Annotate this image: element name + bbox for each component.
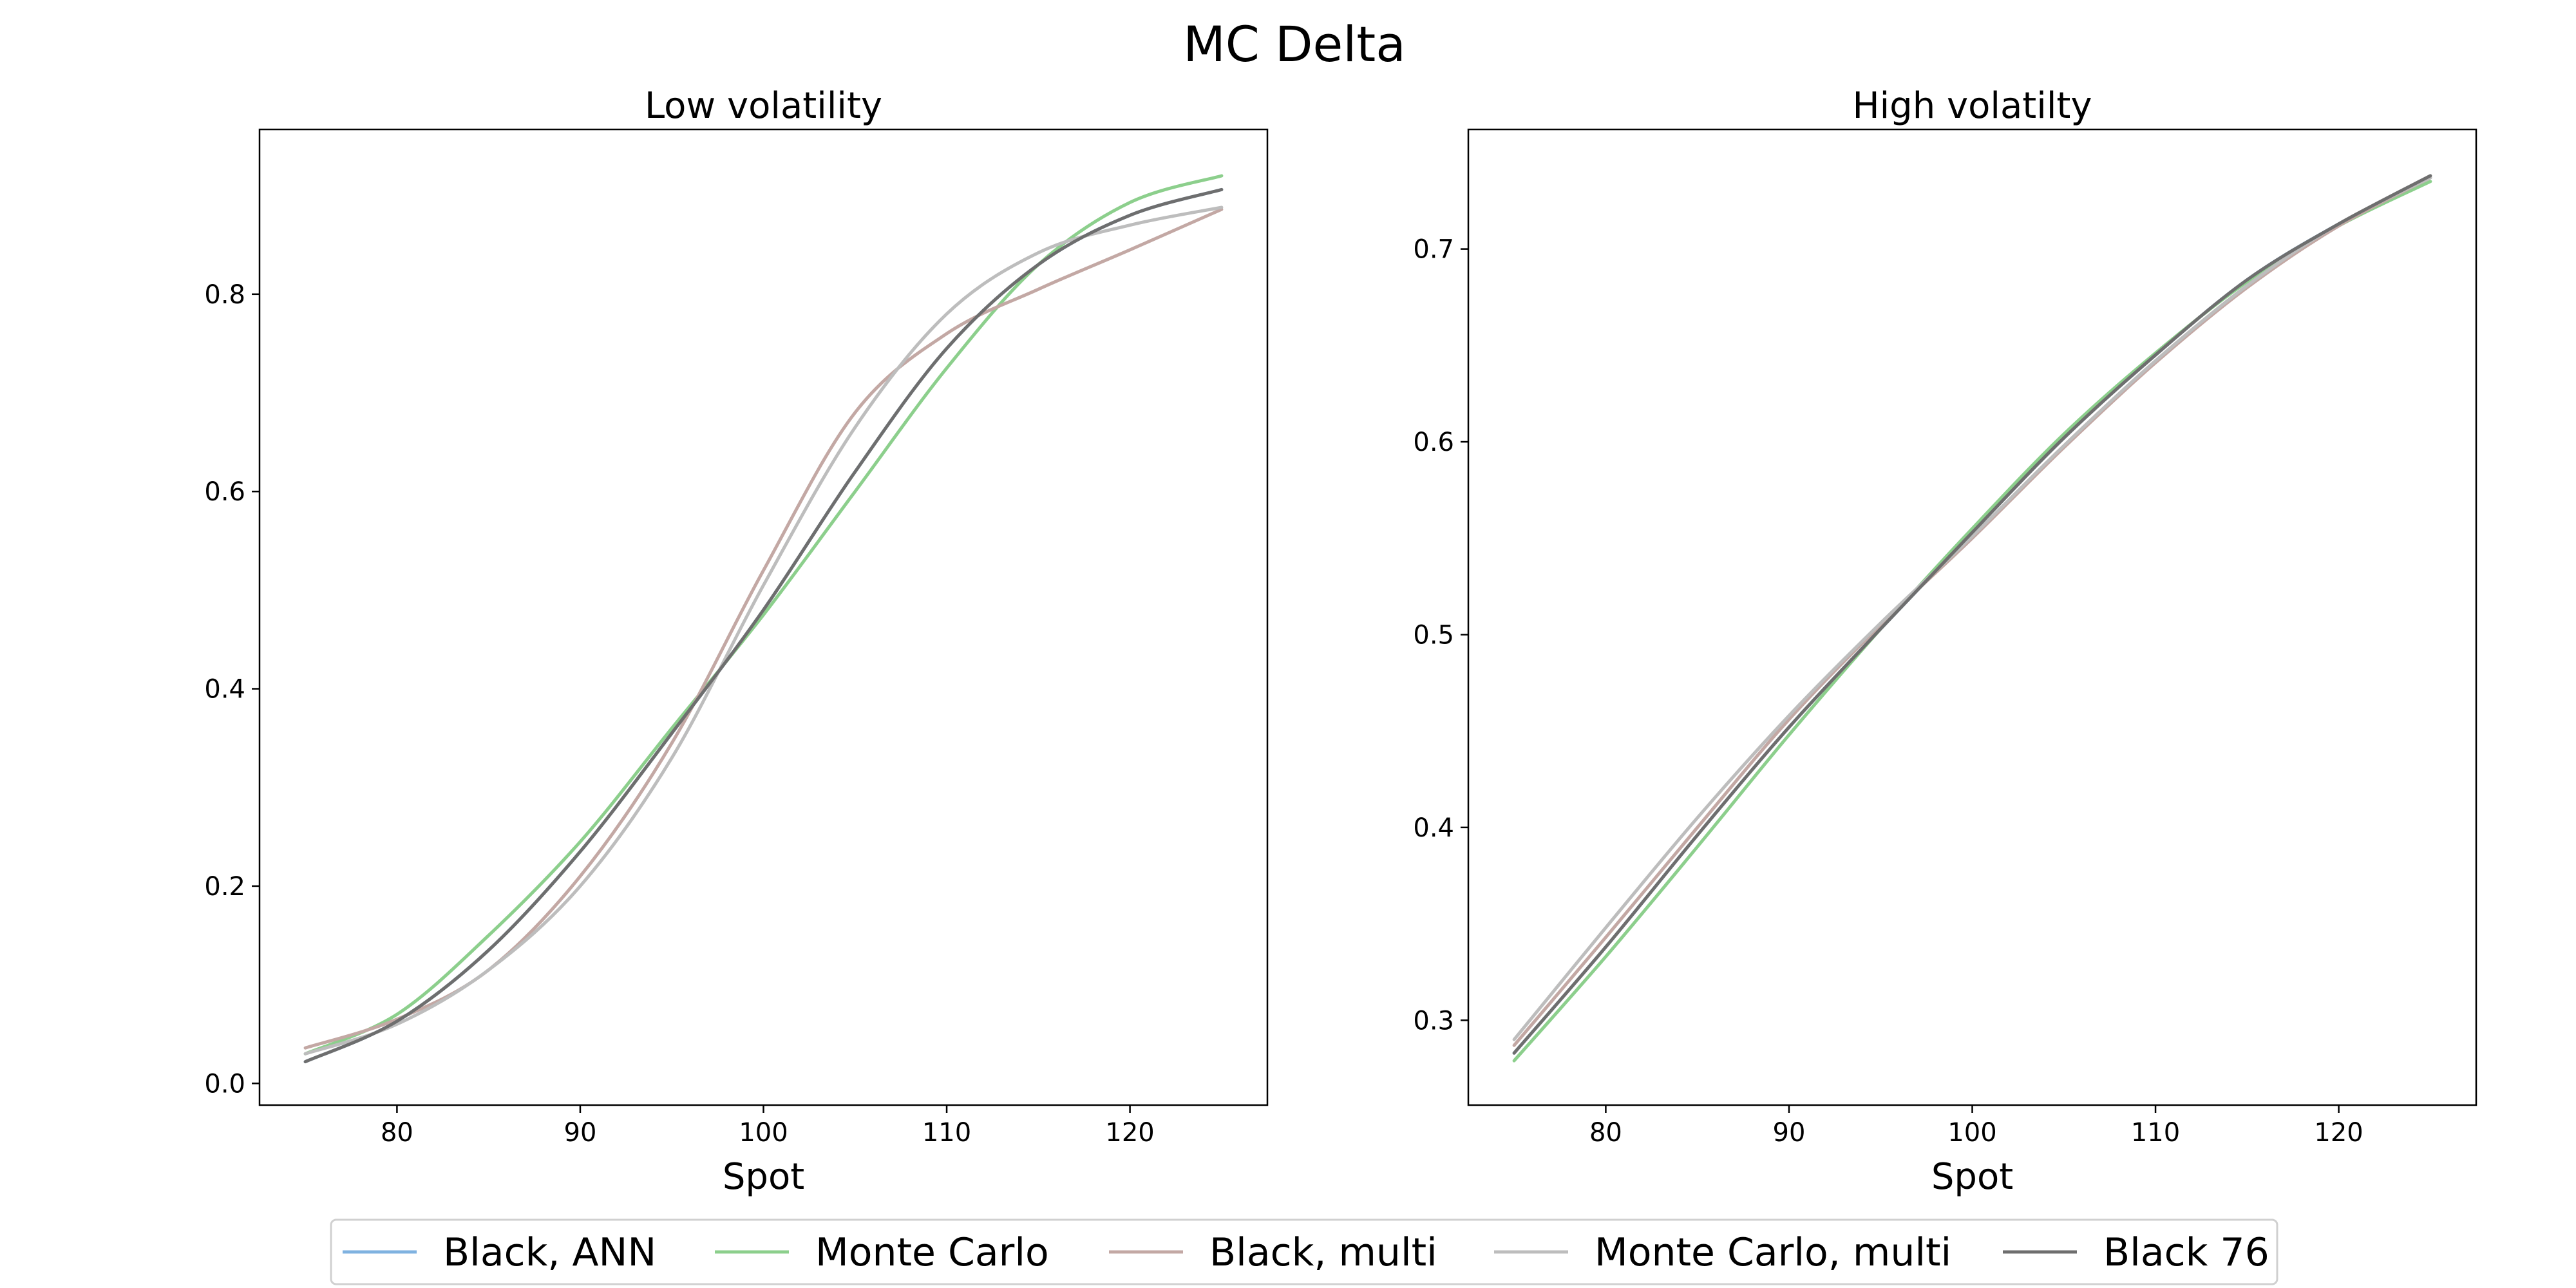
legend-label: Black 76 <box>2103 1230 2269 1275</box>
high-volatility-panel: 80 90 100 110 120 0.3 0.4 0.5 0.6 0.7 High volatil… <box>1413 85 2477 1198</box>
legend-item-monte-carlo: Monte Carlo <box>715 1230 1049 1275</box>
x-tick-label: 80 <box>381 1118 413 1148</box>
legend-label: Black, ANN <box>443 1230 656 1275</box>
legend-item-black-76: Black 76 <box>2003 1230 2269 1275</box>
y-tick-label: 0.4 <box>204 675 245 705</box>
panel-title: High volatilty <box>1853 85 2092 127</box>
y-tick-label: 0.2 <box>204 872 245 902</box>
series-line-black-ann <box>1512 176 2432 1055</box>
legend-item-black-ann: Black, ANN <box>343 1230 656 1275</box>
y-tick-label: 0.0 <box>204 1069 245 1099</box>
low-volatility-panel: 80 90 100 110 120 0.0 0.2 0.4 0.6 0.8 Low volatili… <box>204 85 1269 1198</box>
x-tick-label: 100 <box>1947 1118 1996 1148</box>
legend-item-monte-carlo-multi: Monte Carlo, multi <box>1494 1230 1951 1275</box>
series-lines <box>303 174 1224 1064</box>
x-tick-label: 110 <box>2131 1118 2180 1148</box>
x-tick-label: 100 <box>739 1118 788 1148</box>
figure-title: MC Delta <box>1183 15 1406 73</box>
series-line-black-76 <box>303 187 1224 1064</box>
series-line-monte-carlo-multi <box>1512 176 2432 1041</box>
x-axis-label: Spot <box>723 1156 804 1198</box>
y-tick-label: 0.4 <box>1413 813 1454 843</box>
series-lines <box>1512 174 2432 1063</box>
y-tick-label: 0.5 <box>1413 620 1454 650</box>
legend-item-black-multi: Black, multi <box>1109 1230 1437 1275</box>
series-line-monte-carlo <box>1512 180 2432 1063</box>
series-line-monte-carlo-multi <box>303 205 1224 1056</box>
series-line-black-multi <box>1512 176 2432 1047</box>
legend-label: Monte Carlo <box>815 1230 1049 1275</box>
y-tick-label: 0.3 <box>1413 1006 1454 1036</box>
plot-frame <box>1467 128 2477 1106</box>
legend-label: Monte Carlo, multi <box>1595 1230 1951 1275</box>
series-line-black-multi <box>303 207 1224 1050</box>
y-tick-label: 0.7 <box>1413 235 1454 265</box>
y-tick-label: 0.6 <box>204 477 245 507</box>
x-tick-label: 80 <box>1589 1118 1622 1148</box>
x-tick-label: 120 <box>1105 1118 1154 1148</box>
x-tick-label: 90 <box>1773 1118 1806 1148</box>
legend-frame <box>330 1218 2278 1285</box>
legend-label: Black, multi <box>1209 1230 1437 1275</box>
series-line-monte-carlo <box>303 174 1224 1056</box>
y-tick-label: 0.8 <box>204 280 245 310</box>
x-tick-label: 90 <box>564 1118 597 1148</box>
series-line-black-ann <box>303 187 1224 1064</box>
y-tick-label: 0.6 <box>1413 428 1454 457</box>
panel-title: Low volatility <box>645 85 882 127</box>
x-axis-label: Spot <box>1931 1156 2013 1198</box>
series-line-black-76 <box>1512 174 2432 1055</box>
legend: Black, ANN Monte Carlo Black, multi Monte C… <box>330 1218 2278 1285</box>
x-tick-label: 110 <box>922 1118 971 1148</box>
x-tick-label: 120 <box>2314 1118 2363 1148</box>
